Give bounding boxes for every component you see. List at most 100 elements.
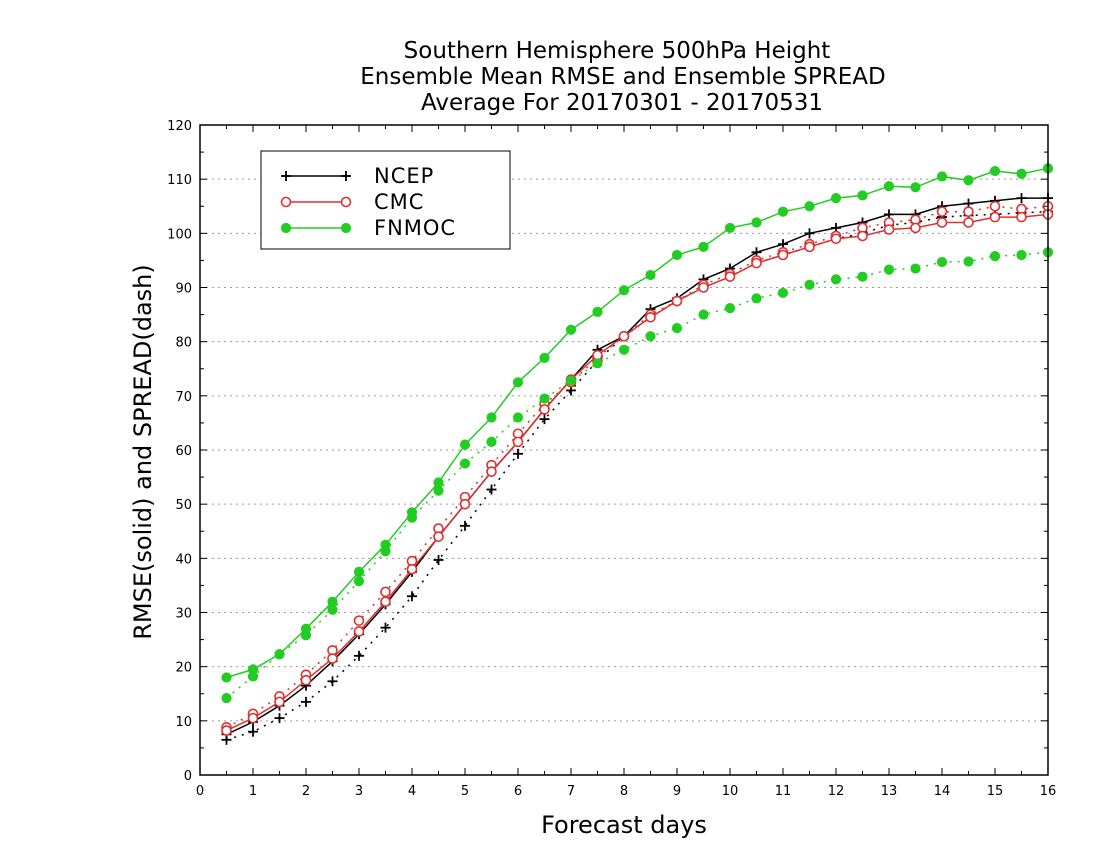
fnmoc-spread-point-12 xyxy=(539,393,550,404)
fnmoc-spread-point-14 xyxy=(592,358,603,369)
y-tick-label-0: 0 xyxy=(184,769,192,784)
ncep-spread-line xyxy=(226,210,1049,741)
x-axis-label: Forecast days xyxy=(541,811,707,839)
legend-marker-left-2 xyxy=(280,222,292,234)
fnmoc-rmse-point-1 xyxy=(247,664,259,675)
fnmoc-spread-point-23 xyxy=(830,274,842,285)
fnmoc-rmse-point-26 xyxy=(910,182,921,193)
x-tick-label-7: 7 xyxy=(567,784,575,799)
fnmoc-rmse-point-27 xyxy=(936,171,948,182)
x-tick-label-5: 5 xyxy=(461,784,469,799)
fnmoc-rmse-point-10 xyxy=(486,412,497,423)
fnmoc-rmse-point-16 xyxy=(645,269,656,281)
fnmoc-rmse-point-21 xyxy=(777,206,789,217)
fnmoc-rmse-point-12 xyxy=(539,352,550,364)
fnmoc-rmse-point-8 xyxy=(433,477,444,488)
fnmoc-rmse-point-15 xyxy=(618,285,630,296)
ncep-spread-point-2 xyxy=(274,713,285,724)
y-tick-label-6: 60 xyxy=(175,444,192,459)
legend-box xyxy=(260,150,511,250)
fnmoc-spread-point-10 xyxy=(486,436,497,447)
fnmoc-spread-point-27 xyxy=(936,256,948,268)
cmc-spread-line xyxy=(226,205,1049,728)
cmc-spread-point-5 xyxy=(353,615,365,626)
chart-title: Southern Hemisphere 500hPa Height Ensemb… xyxy=(360,38,885,116)
cmc-rmse-point-3 xyxy=(300,674,312,686)
y-tick-label-2: 20 xyxy=(175,661,192,676)
chart-title-line-3: Average For 20170301 - 20170531 xyxy=(421,90,823,116)
fnmoc-spread-point-18 xyxy=(698,309,709,320)
y-tick-label-4: 40 xyxy=(175,552,192,567)
y-tick-label-12: 120 xyxy=(167,119,192,134)
cmc-rmse-point-19 xyxy=(724,271,736,282)
legend-label-2: FNMOC xyxy=(374,216,456,240)
y-tick-label-5: 50 xyxy=(175,498,192,513)
x-tick-label-1: 1 xyxy=(249,784,257,799)
fnmoc-rmse-point-0 xyxy=(221,672,232,683)
x-tick-label-3: 3 xyxy=(355,784,363,799)
cmc-spread-point-27 xyxy=(936,206,948,217)
ncep-spread-point-12 xyxy=(539,414,550,425)
y-tick-label-11: 110 xyxy=(167,173,192,188)
fnmoc-spread-point-9 xyxy=(459,458,471,469)
ncep-spread-point-1 xyxy=(248,726,258,737)
cmc-rmse-point-30 xyxy=(1016,211,1027,223)
fnmoc-spread-point-26 xyxy=(910,263,921,274)
fnmoc-spread-point-0 xyxy=(221,692,232,704)
y-tick-label-7: 70 xyxy=(175,390,192,405)
fnmoc-rmse-point-9 xyxy=(459,439,471,450)
legend-label-1: CMC xyxy=(374,190,424,214)
y-axis-ticks: 0 10 20 30 40 50 60 70 80 90 100 110 120 xyxy=(167,119,1048,784)
fnmoc-spread-point-20 xyxy=(751,293,762,304)
legend-label-0: NCEP xyxy=(374,164,434,188)
cmc-rmse-point-22 xyxy=(804,241,815,253)
ncep-spread-point-10 xyxy=(486,484,497,495)
fnmoc-rmse-point-30 xyxy=(1016,168,1027,179)
legend-marker-right-1 xyxy=(340,196,352,208)
fnmoc-rmse-point-17 xyxy=(671,249,683,261)
fnmoc-rmse-point-22 xyxy=(804,201,815,212)
cmc-rmse-point-8 xyxy=(433,531,444,542)
x-tick-label-12: 12 xyxy=(828,784,845,799)
fnmoc-rmse-point-5 xyxy=(353,566,365,577)
x-tick-label-14: 14 xyxy=(934,784,951,799)
x-tick-label-15: 15 xyxy=(987,784,1004,799)
cmc-rmse-point-0 xyxy=(221,725,232,736)
fnmoc-spread-point-24 xyxy=(857,271,868,282)
series-cmc xyxy=(221,200,1054,736)
legend-entry-ncep: NCEP xyxy=(281,164,434,188)
fnmoc-spread-point-22 xyxy=(804,279,815,290)
ncep-rmse-point-22 xyxy=(804,228,815,239)
fnmoc-spread-point-19 xyxy=(724,302,736,314)
x-tick-label-16: 16 xyxy=(1040,784,1057,799)
cmc-rmse-point-24 xyxy=(857,230,868,242)
cmc-rmse-point-21 xyxy=(777,249,789,261)
cmc-rmse-point-1 xyxy=(247,712,259,724)
cmc-rmse-point-10 xyxy=(486,466,497,477)
x-axis-ticks: 0 1 2 3 4 5 6 7 8 9 10 11 12 13 14 15 16 xyxy=(196,125,1056,799)
fnmoc-rmse-point-29 xyxy=(989,165,1001,177)
fnmoc-spread-point-21 xyxy=(777,287,789,299)
cmc-rmse-point-25 xyxy=(883,224,895,235)
fnmoc-rmse-point-11 xyxy=(512,377,524,388)
cmc-rmse-point-18 xyxy=(698,282,709,293)
fnmoc-rmse-point-6 xyxy=(380,539,391,550)
cmc-rmse-point-16 xyxy=(645,311,656,323)
cmc-rmse-point-27 xyxy=(936,217,948,228)
ncep-spread-point-7 xyxy=(407,591,417,602)
fnmoc-rmse-point-23 xyxy=(830,193,842,204)
cmc-rmse-point-29 xyxy=(989,211,1001,223)
chart-title-line-2: Ensemble Mean RMSE and Ensemble SPREAD xyxy=(360,64,885,90)
series-layer xyxy=(221,163,1054,745)
fnmoc-rmse-point-18 xyxy=(698,241,709,252)
ncep-spread-point-11 xyxy=(513,448,523,459)
x-tick-label-8: 8 xyxy=(620,784,628,799)
x-tick-label-4: 4 xyxy=(408,784,416,799)
fnmoc-rmse-point-25 xyxy=(883,181,895,192)
fnmoc-spread-point-15 xyxy=(618,344,630,355)
fnmoc-spread-point-13 xyxy=(565,375,577,386)
fnmoc-spread-point-30 xyxy=(1016,249,1027,261)
legend-entry-cmc: CMC xyxy=(280,190,424,214)
